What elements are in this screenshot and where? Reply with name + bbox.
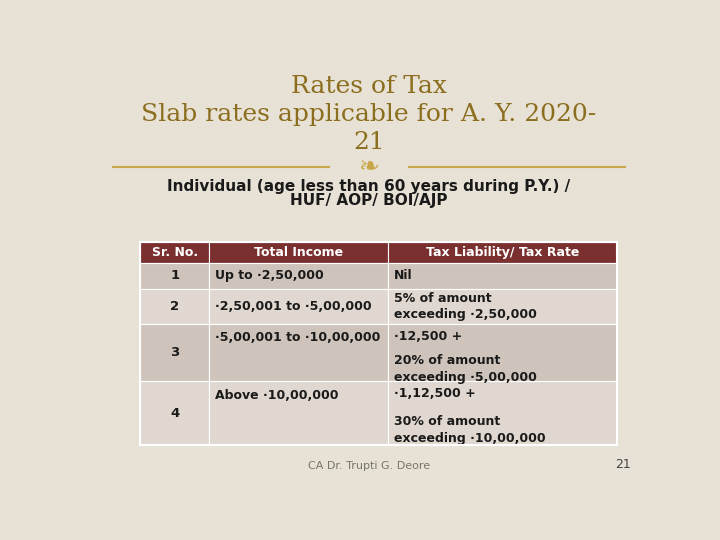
Bar xyxy=(388,263,617,289)
Text: Tax Liability/ Tax Rate: Tax Liability/ Tax Rate xyxy=(426,246,580,259)
Text: 5% of amount
exceeding ·2,50,000: 5% of amount exceeding ·2,50,000 xyxy=(394,292,537,321)
Bar xyxy=(140,289,210,324)
Text: 4: 4 xyxy=(170,407,179,420)
Text: Above ·10,00,000: Above ·10,00,000 xyxy=(215,389,338,402)
Text: 2: 2 xyxy=(170,300,179,313)
Text: Slab rates applicable for A. Y. 2020-: Slab rates applicable for A. Y. 2020- xyxy=(141,103,597,126)
Text: HUF/ AOP/ BOI/AJP: HUF/ AOP/ BOI/AJP xyxy=(290,193,448,208)
Text: ·2,50,001 to ·5,00,000: ·2,50,001 to ·5,00,000 xyxy=(215,300,372,313)
Text: ❧: ❧ xyxy=(359,154,379,179)
Text: 30% of amount
exceeding ·10,00,000: 30% of amount exceeding ·10,00,000 xyxy=(394,415,546,444)
Text: Individual (age less than 60 years during P.Y.) /: Individual (age less than 60 years durin… xyxy=(167,179,571,194)
Bar xyxy=(210,241,388,263)
Text: Total Income: Total Income xyxy=(254,246,343,259)
Text: 21: 21 xyxy=(616,458,631,471)
Text: ·1,12,500 +: ·1,12,500 + xyxy=(394,387,476,400)
Bar xyxy=(210,289,388,324)
Text: ·12,500 +: ·12,500 + xyxy=(394,330,462,343)
Text: 21: 21 xyxy=(354,131,384,154)
Bar xyxy=(140,241,210,263)
Text: ·5,00,001 to ·10,00,000: ·5,00,001 to ·10,00,000 xyxy=(215,332,380,345)
Bar xyxy=(388,289,617,324)
Text: Sr. No.: Sr. No. xyxy=(152,246,198,259)
Text: 1: 1 xyxy=(170,269,179,282)
Bar xyxy=(140,263,210,289)
Text: Up to ·2,50,000: Up to ·2,50,000 xyxy=(215,269,324,282)
Text: CA Dr. Trupti G. Deore: CA Dr. Trupti G. Deore xyxy=(308,462,430,471)
Text: 3: 3 xyxy=(170,346,179,359)
Text: Rates of Tax: Rates of Tax xyxy=(291,75,447,98)
Bar xyxy=(210,263,388,289)
Text: Nil: Nil xyxy=(394,269,413,282)
Bar xyxy=(388,241,617,263)
Text: 20% of amount
exceeding ·5,00,000: 20% of amount exceeding ·5,00,000 xyxy=(394,354,537,384)
